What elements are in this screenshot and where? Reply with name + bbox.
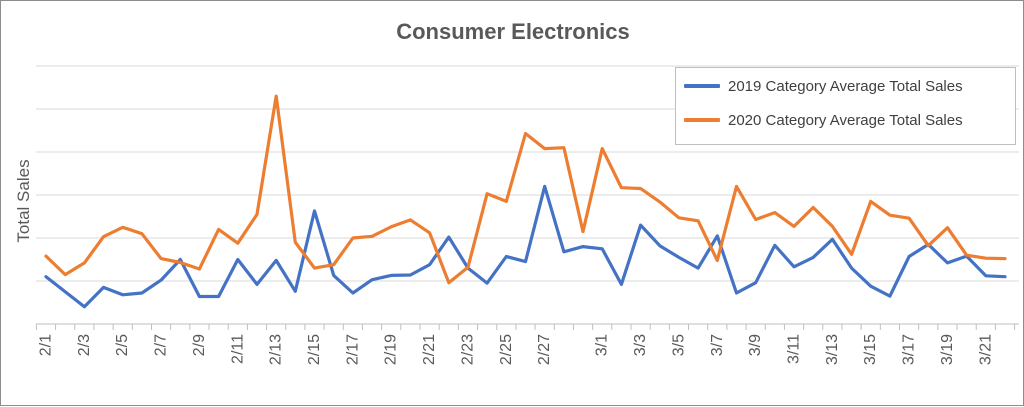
x-tick-label: 2/11 — [229, 334, 246, 364]
x-tick-label: 2/17 — [344, 334, 361, 365]
legend-item-2020: 2020 Category Average Total Sales — [684, 109, 963, 131]
x-tick-label: 3/15 — [862, 334, 879, 365]
x-tick-label: 3/1 — [594, 334, 611, 356]
x-tick-label: 2/25 — [498, 334, 515, 365]
x-tick-label: 3/11 — [786, 334, 803, 364]
x-tick-label: 3/19 — [939, 334, 956, 365]
x-tick-label: 2/15 — [306, 334, 323, 365]
legend-swatch-2019 — [684, 84, 720, 88]
x-tick-label: 2/5 — [114, 334, 131, 356]
series-line-2020 — [44, 94, 1007, 285]
series-line-2019 — [44, 184, 1007, 309]
x-tick-label: 3/13 — [824, 334, 841, 365]
x-tick-label: 2/7 — [153, 334, 170, 356]
x-tick-label: 3/21 — [977, 334, 994, 365]
x-tick-label: 2/13 — [268, 334, 285, 365]
x-tick-label: 2/19 — [383, 334, 400, 365]
x-tick-label: 2/3 — [76, 334, 93, 356]
x-tick-label: 2/1 — [38, 334, 55, 356]
x-tick-label: 2/9 — [191, 334, 208, 356]
legend-swatch-2020 — [684, 118, 720, 122]
chart-title: Consumer Electronics — [396, 19, 630, 44]
legend: 2019 Category Average Total Sales 2020 C… — [675, 67, 1016, 145]
x-tick-label: 3/5 — [670, 334, 687, 356]
x-tick-label: 2/21 — [421, 334, 438, 365]
x-tick-label: 3/17 — [901, 334, 918, 365]
legend-label-2019: 2019 Category Average Total Sales — [728, 77, 963, 95]
legend-item-2019: 2019 Category Average Total Sales — [684, 75, 963, 97]
x-tick-label: 3/3 — [632, 334, 649, 356]
x-tick-label: 2/23 — [459, 334, 476, 365]
x-tick-label: 2/27 — [536, 334, 553, 365]
x-tick-label: 3/9 — [747, 334, 764, 356]
legend-label-2020: 2020 Category Average Total Sales — [728, 111, 963, 129]
x-tick-label: 3/7 — [709, 334, 726, 356]
